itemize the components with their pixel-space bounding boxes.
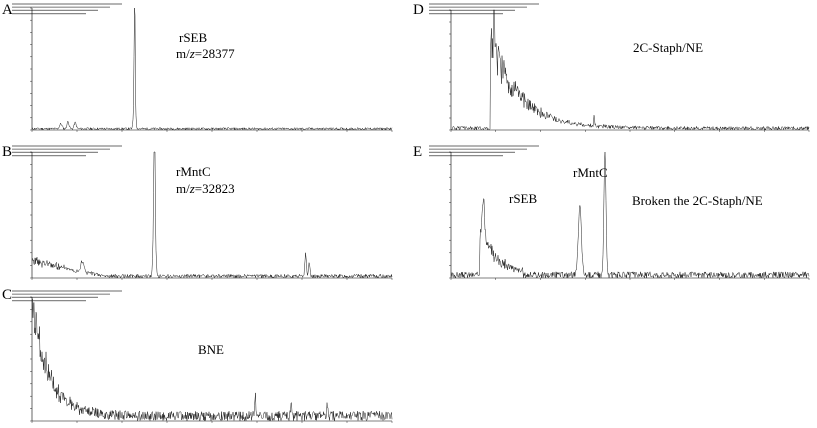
spectrum-trace bbox=[31, 151, 393, 279]
panel-a: A rSEB m/z=28377 bbox=[0, 0, 400, 140]
spectrum-b bbox=[12, 145, 393, 280]
panel-letter-d: D bbox=[413, 2, 424, 18]
panel-letter-c: C bbox=[2, 287, 13, 303]
panel-letter-e: E bbox=[413, 144, 423, 160]
label-rmntc-e: rMntC bbox=[573, 165, 608, 180]
label-broken: Broken the 2C-Staph/NE bbox=[632, 193, 763, 208]
panel-b: B rMntC m/z=32823 bbox=[0, 140, 400, 285]
label-bne: BNE bbox=[198, 342, 224, 357]
panel-letter-a: A bbox=[2, 2, 13, 18]
spectrum-a bbox=[12, 3, 393, 132]
panel-letter-b: B bbox=[2, 144, 13, 160]
spectrum-e bbox=[429, 145, 810, 280]
label-rseb: rSEB bbox=[179, 30, 208, 45]
label-rseb-e: rSEB bbox=[509, 191, 538, 206]
panel-e: E rSEB rMntC Broken the 2C-Staph/NE bbox=[413, 140, 817, 285]
label-2c-staph-ne: 2C-Staph/NE bbox=[633, 40, 704, 55]
spectrum-d bbox=[429, 3, 810, 132]
spectrum-trace bbox=[450, 151, 810, 279]
spectrum-trace bbox=[31, 7, 393, 131]
label-mz-a: m/z=28377 bbox=[176, 46, 235, 61]
spectrum-trace bbox=[450, 9, 810, 131]
panel-d: D 2C-Staph/NE bbox=[413, 0, 817, 140]
label-rmntc: rMntC bbox=[176, 164, 211, 179]
spectrum-trace bbox=[31, 298, 393, 422]
label-mz-b: m/z=32823 bbox=[176, 181, 235, 196]
panel-c: C BNE bbox=[0, 285, 400, 428]
spectrum-c bbox=[12, 290, 393, 423]
